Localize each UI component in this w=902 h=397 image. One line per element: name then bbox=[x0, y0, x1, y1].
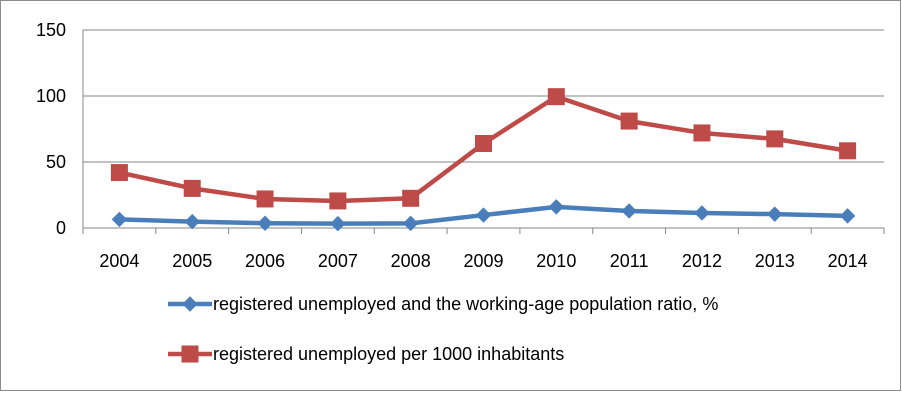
diamond-data-point bbox=[548, 199, 565, 215]
y-tick-label: 100 bbox=[36, 86, 66, 106]
diamond-data-point bbox=[330, 215, 346, 232]
series-lines bbox=[110, 88, 857, 232]
y-tick-label: 50 bbox=[46, 152, 66, 172]
square-data-point bbox=[766, 130, 784, 148]
y-tick-label: 150 bbox=[36, 20, 66, 40]
square-data-point bbox=[620, 112, 638, 130]
x-tick-label: 2006 bbox=[245, 251, 285, 271]
y-axis-tick-labels: 0 50 100 150 bbox=[36, 20, 66, 238]
diamond-data-point bbox=[621, 203, 637, 219]
x-axis-tick-labels: 2004 2005 2006 2007 2008 2009 2010 2011 2012 2013… bbox=[99, 251, 867, 271]
x-tick-label: 2007 bbox=[318, 251, 358, 271]
x-tick-label: 2008 bbox=[391, 251, 431, 271]
square-data-point bbox=[839, 142, 857, 160]
x-tick-label: 2004 bbox=[99, 251, 139, 271]
square-data-point bbox=[256, 190, 274, 208]
legend-label: registered unemployed and the working-ag… bbox=[213, 294, 718, 314]
x-tick-label: 2013 bbox=[755, 251, 795, 271]
legend-item: registered unemployed per 1000 inhabitan… bbox=[168, 344, 564, 364]
x-tick-label: 2005 bbox=[172, 251, 212, 271]
diamond-data-point bbox=[475, 207, 492, 223]
legend-diamond-marker bbox=[182, 296, 198, 312]
legend-square-marker bbox=[181, 345, 199, 363]
x-tick-label: 2009 bbox=[463, 251, 503, 271]
x-tick-label: 2012 bbox=[682, 251, 722, 271]
legend-label: registered unemployed per 1000 inhabitan… bbox=[213, 344, 564, 364]
series-2 bbox=[110, 88, 857, 210]
series-1 bbox=[111, 199, 856, 232]
diamond-data-point bbox=[839, 208, 856, 224]
legend: registered unemployed and the working-ag… bbox=[168, 294, 718, 364]
square-data-point bbox=[475, 135, 492, 153]
diamond-data-point bbox=[257, 215, 273, 231]
square-data-point bbox=[110, 164, 128, 182]
square-data-point bbox=[183, 179, 201, 197]
diamond-data-point bbox=[402, 215, 419, 232]
diamond-data-point bbox=[694, 205, 710, 221]
x-tick-label: 2011 bbox=[610, 251, 649, 271]
square-data-point bbox=[329, 192, 347, 210]
diamond-data-point bbox=[111, 211, 128, 228]
square-data-point bbox=[547, 88, 565, 106]
gridlines bbox=[82, 29, 885, 234]
square-data-point bbox=[402, 189, 420, 207]
diamond-data-point bbox=[184, 213, 200, 230]
x-tick-label: 2014 bbox=[828, 251, 868, 271]
legend-item: registered unemployed and the working-ag… bbox=[168, 294, 718, 314]
diamond-data-point bbox=[767, 206, 783, 222]
x-tick-label: 2010 bbox=[536, 251, 576, 271]
y-tick-label: 0 bbox=[56, 218, 66, 238]
square-data-point bbox=[693, 124, 711, 142]
